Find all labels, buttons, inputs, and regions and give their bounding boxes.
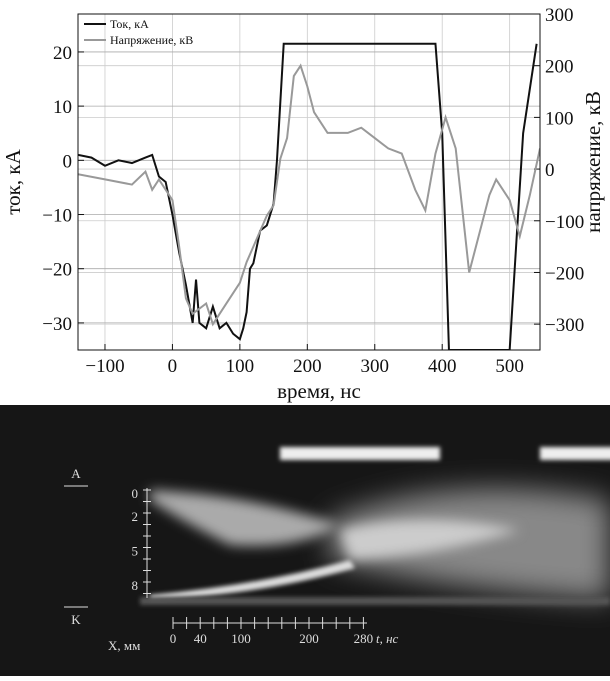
y2-tick-label: 300: [545, 5, 574, 26]
plasma-jet: [150, 560, 355, 600]
image-t-tick-label: 200: [299, 631, 319, 646]
y-tick-label: 10: [53, 97, 72, 118]
y-axis-label: ток, кА: [1, 148, 25, 214]
y2-tick-label: −100: [545, 212, 584, 233]
image-t-tick-label: 100: [231, 631, 251, 646]
image-t-tick-label: 0: [170, 631, 177, 646]
electrode-glow: [540, 447, 610, 460]
y2-tick-label: 200: [545, 57, 574, 78]
y2-tick-label: −200: [545, 263, 584, 284]
image-x-tick-label: 2: [132, 509, 139, 524]
plot-frame: [77, 13, 541, 351]
y-tick-label: −10: [42, 206, 72, 227]
series-line: [78, 42, 538, 350]
streak-image: A K X, мм t, нс 0 2 5 8 0 40 100 200 280: [0, 405, 610, 676]
y2-tick-label: 0: [545, 160, 555, 181]
plasma-core: [340, 520, 520, 560]
y-tick-label: 0: [63, 151, 73, 172]
x-axis-label: X, мм: [108, 638, 140, 653]
image-t-tick-label: 280: [354, 631, 374, 646]
x-tick-label: −100: [85, 356, 124, 377]
series-line: [78, 63, 540, 327]
image-x-tick-label: 8: [132, 578, 139, 593]
plasma-glow: [330, 488, 610, 600]
y2-tick-label: 100: [545, 108, 574, 129]
image-x-tick-label: 0: [132, 486, 139, 501]
x-tick-label: 0: [168, 356, 178, 377]
y-tick-label: 20: [53, 43, 72, 64]
x-tick-label: 300: [361, 356, 390, 377]
x-tick-label: 200: [293, 356, 322, 377]
chart: −100 0 100 200 300 400 500−30−20−1001020−300−2…: [1, 5, 605, 403]
cathode-edge: [140, 597, 610, 605]
y2-tick-label: −300: [545, 315, 584, 336]
image-ticks: 0 2 5 8 0 40 100 200 280: [132, 486, 374, 646]
cathode-label: K: [71, 612, 81, 627]
image-x-tick-label: 5: [132, 544, 139, 559]
image-t-tick-label: 40: [194, 631, 207, 646]
x-tick-label: 400: [428, 356, 457, 377]
x-tick-label: 100: [226, 356, 255, 377]
t-axis-label: t, нс: [376, 631, 399, 646]
legend-label: Ток, кА: [110, 17, 149, 31]
anode-label: A: [71, 466, 81, 481]
y-tick-label: −20: [42, 260, 72, 281]
electrode-glow: [280, 447, 440, 460]
x-tick-label: 500: [495, 356, 524, 377]
legend-label: Напряжение, кВ: [110, 33, 193, 47]
plasma-jet: [150, 490, 340, 546]
y2-axis-label: напряжение, кВ: [581, 91, 605, 233]
y-tick-label: −30: [42, 314, 72, 335]
x-axis-label: время, нс: [277, 379, 361, 403]
